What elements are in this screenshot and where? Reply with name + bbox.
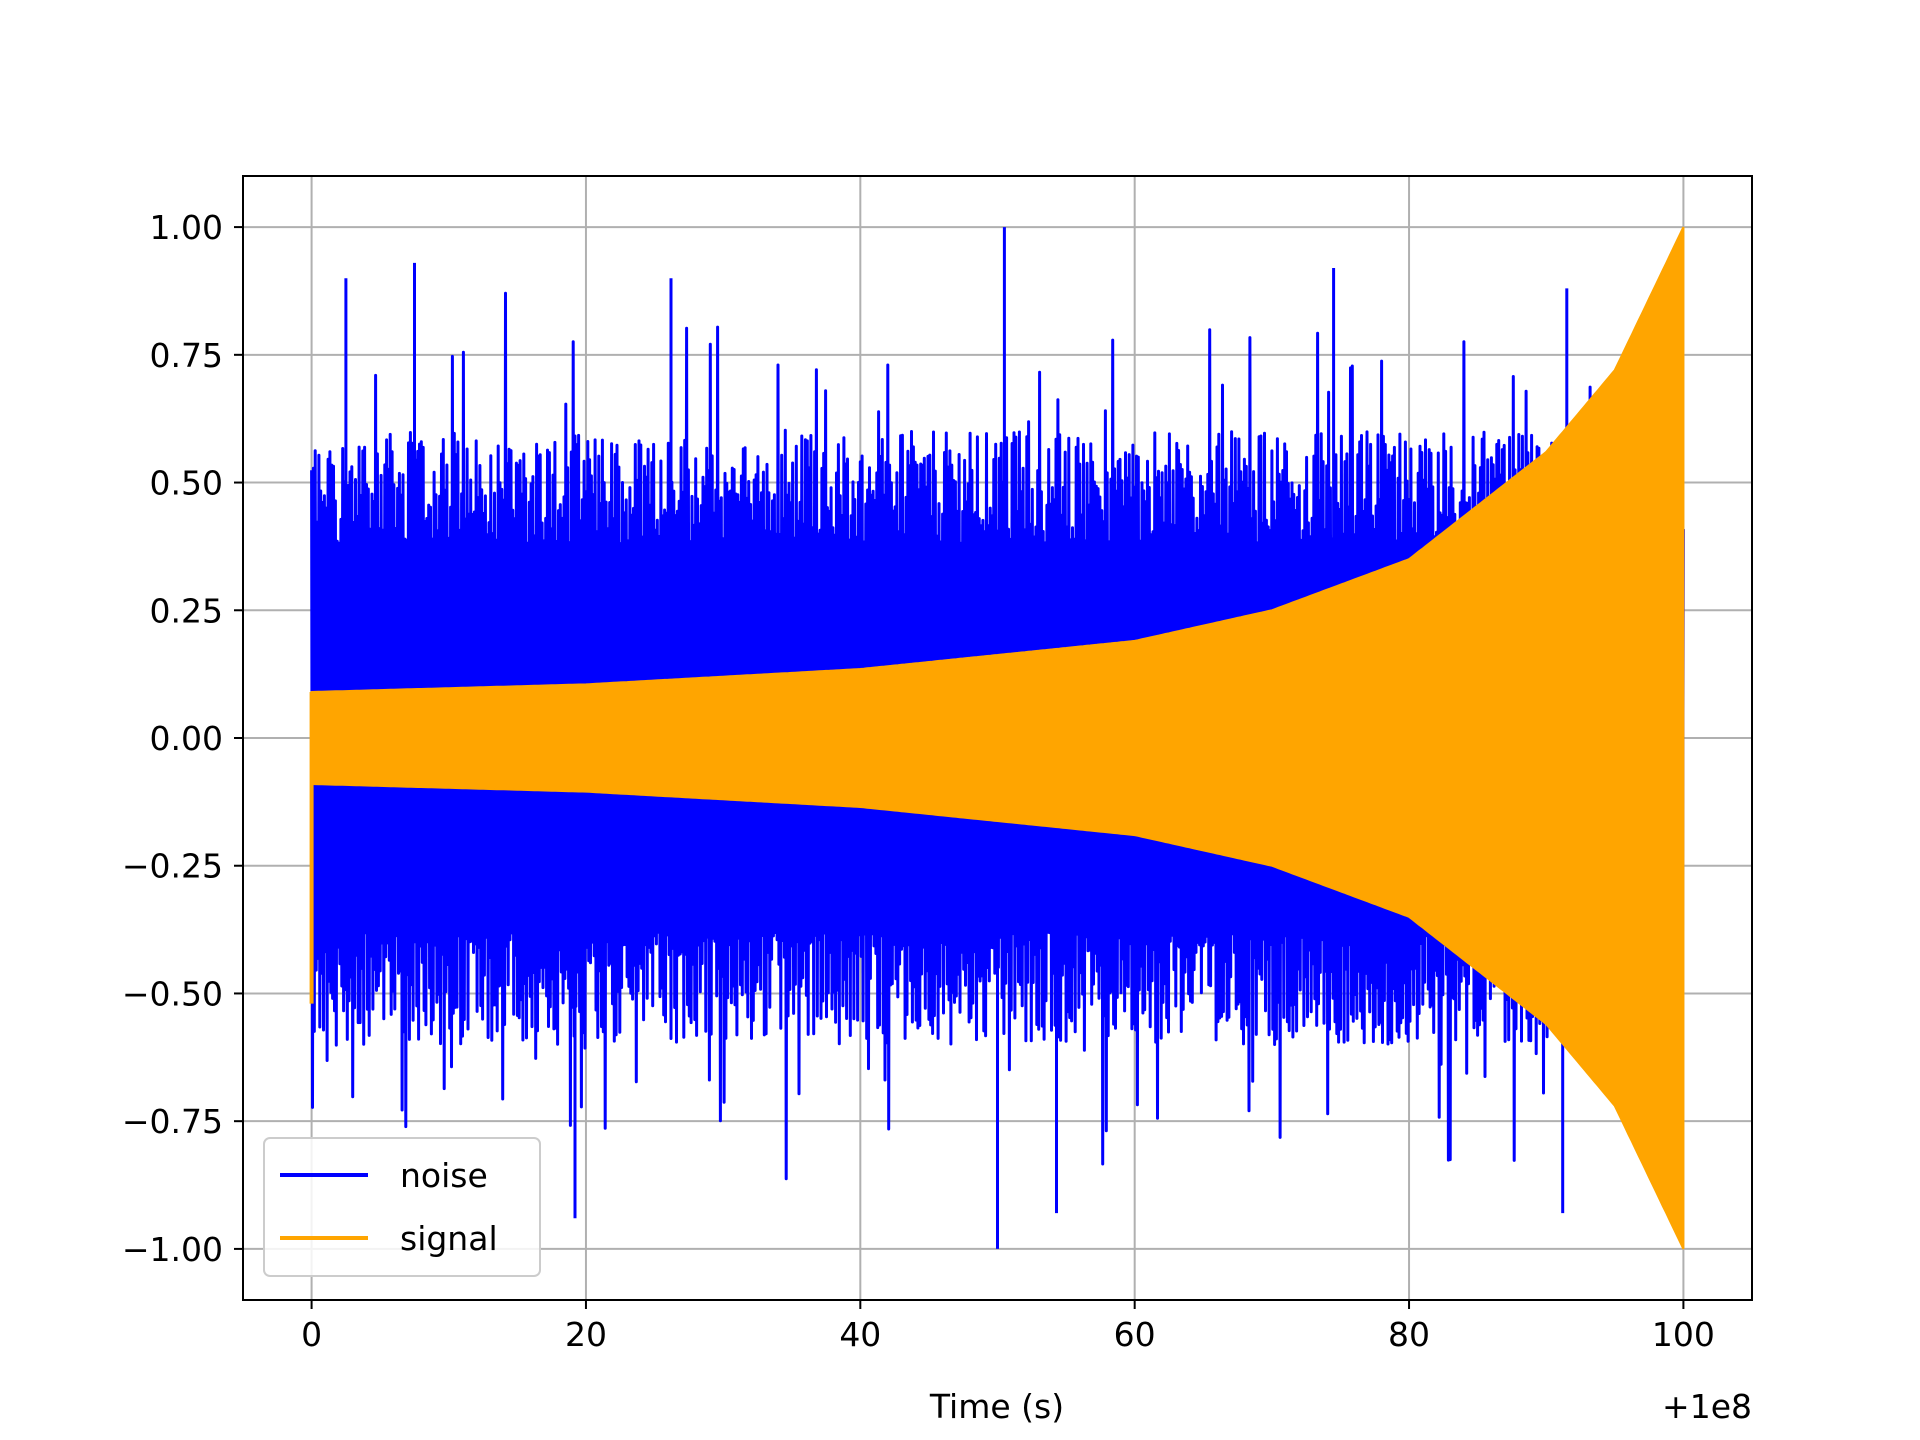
- y-tick-label: 0.75: [150, 336, 223, 375]
- x-axis-offset-label: +1e8: [1662, 1387, 1752, 1426]
- x-axis-label: Time (s): [929, 1387, 1064, 1426]
- legend: noise signal: [263, 1137, 541, 1277]
- x-tick-label: 100: [1652, 1315, 1715, 1354]
- x-tick-label: 40: [839, 1315, 881, 1354]
- x-tick-label: 0: [301, 1315, 322, 1354]
- y-axis-ticks: 1.00 0.75 0.50 0.25 0.00 −0.25 −0.50 −0.75 −1.00: [122, 208, 243, 1269]
- x-tick-label: 20: [565, 1315, 607, 1354]
- x-tick-label: 60: [1114, 1315, 1156, 1354]
- legend-signal-label: signal: [400, 1219, 498, 1258]
- series-signal: [309, 226, 1685, 1250]
- signal-band: [310, 226, 1685, 1250]
- legend-box: [263, 1137, 541, 1277]
- x-tick-label: 80: [1388, 1315, 1430, 1354]
- y-tick-label: 0.25: [150, 591, 223, 630]
- y-tick-label: −1.00: [122, 1230, 223, 1269]
- x-axis-ticks: 0 20 40 60 80 100: [301, 1300, 1715, 1354]
- y-tick-label: −0.50: [122, 974, 223, 1013]
- y-tick-label: 0.00: [150, 719, 223, 758]
- y-tick-label: −0.25: [122, 847, 223, 886]
- legend-noise-label: noise: [400, 1156, 488, 1195]
- y-tick-label: −0.75: [122, 1102, 223, 1141]
- y-tick-label: 1.00: [150, 208, 223, 247]
- y-tick-label: 0.50: [150, 464, 223, 503]
